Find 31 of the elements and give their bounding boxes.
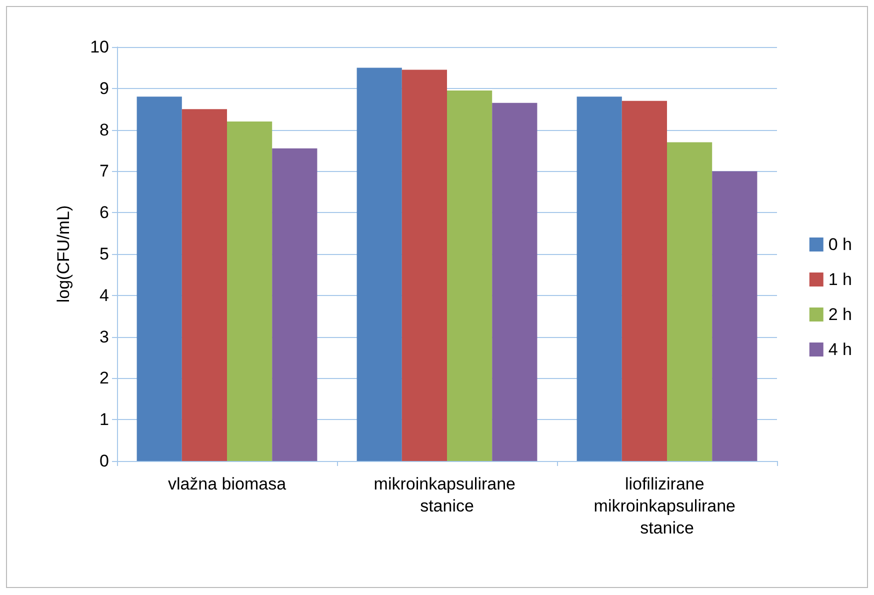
y-tick-label: 4 — [100, 286, 109, 305]
y-tick-label: 0 — [100, 452, 109, 470]
legend-label: 2 h — [828, 305, 852, 324]
x-tick-label: mikroinkapsulirane stanice — [374, 474, 520, 516]
bar — [272, 148, 318, 461]
y-tick-label: 2 — [100, 368, 109, 388]
bar — [447, 90, 492, 461]
bar — [712, 171, 758, 461]
bar — [667, 142, 712, 461]
x-tick-label: liofilizirane mikroinkapsulirane stanice — [594, 474, 740, 538]
y-tick-label: 7 — [100, 162, 109, 181]
bar — [402, 70, 447, 461]
bar — [576, 96, 622, 461]
y-tick-label: 8 — [100, 120, 109, 140]
y-tick-label: 9 — [100, 78, 109, 98]
bar — [136, 96, 182, 461]
y-tick-label: 1 — [100, 410, 109, 430]
bar — [227, 122, 272, 461]
x-tick-label: vlažna biomasa — [168, 474, 287, 494]
y-tick-label: 6 — [100, 203, 109, 222]
bar — [356, 68, 402, 461]
y-tick-label: 3 — [100, 327, 109, 346]
bar — [492, 102, 538, 461]
bar — [622, 100, 667, 461]
legend-label: 1 h — [828, 270, 852, 289]
y-tick-label: 10 — [90, 38, 109, 56]
legend-label: 4 h — [828, 340, 852, 359]
y-axis-title: log(CFU/mL) — [54, 205, 73, 303]
bar — [182, 109, 227, 461]
legend-label: 0 h — [828, 235, 852, 254]
y-tick-label: 5 — [100, 244, 109, 264]
